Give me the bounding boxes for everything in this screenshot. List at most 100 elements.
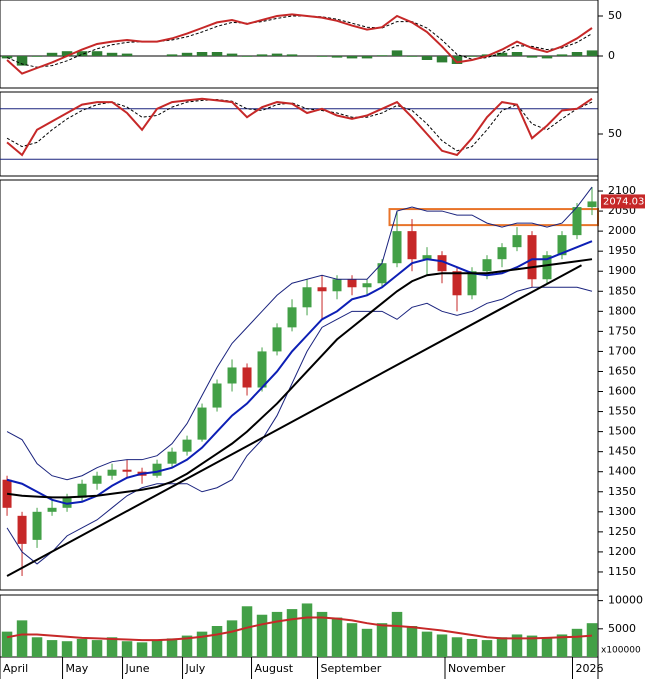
histogram-bar [196, 52, 208, 56]
candle-body [32, 511, 42, 540]
y-tick-label: 1850 [608, 284, 636, 297]
volume-bar [391, 611, 403, 657]
candle-body [527, 235, 537, 280]
histogram-bar [436, 56, 448, 63]
candle-body [512, 235, 522, 248]
candle-body [422, 255, 432, 260]
y-tick-label: 1650 [608, 364, 636, 377]
candle-body [362, 283, 372, 288]
volume-bar [46, 640, 58, 657]
indicator-line [6, 286, 593, 565]
indicator-line [6, 186, 593, 481]
candle-body [497, 247, 507, 260]
histogram-bar [241, 56, 253, 57]
histogram-bar [316, 56, 328, 57]
last-price-label: 2074.03 [603, 196, 644, 207]
volume-bar [256, 614, 268, 657]
histogram-bar [346, 56, 358, 59]
y-tick-label: 1800 [608, 304, 636, 317]
y-tick-label: 1500 [608, 425, 636, 438]
y-tick-label: 1200 [608, 545, 636, 558]
x-tick-label: April [3, 662, 28, 675]
volume-bar [151, 640, 163, 657]
y-tick-label: 1250 [608, 525, 636, 538]
histogram-bar [526, 56, 538, 58]
volume-bar [451, 637, 463, 657]
volume-bar [301, 603, 313, 657]
histogram-bar [76, 51, 88, 56]
volume-bar [76, 638, 88, 657]
y-tick-label: 1550 [608, 405, 636, 418]
x-tick-label: November [448, 662, 506, 675]
histogram-bar [286, 54, 298, 56]
histogram-bar [421, 56, 433, 60]
volume-bar [196, 631, 208, 657]
y-tick-label: 5000 [608, 622, 636, 635]
candle-body [122, 469, 132, 472]
volume-bar [541, 637, 553, 657]
x-tick-label: August [255, 662, 294, 675]
histogram-bar [466, 56, 478, 57]
histogram-bar [16, 56, 28, 66]
candle-body [587, 201, 597, 208]
x-tick-label: June [125, 662, 150, 675]
histogram-bar [541, 56, 553, 59]
volume-bar [496, 637, 508, 657]
histogram-bar [1, 56, 13, 59]
candle-body [572, 207, 582, 236]
y-tick-label: 2000 [608, 224, 636, 237]
y-tick-label: 50 [608, 9, 622, 22]
histogram-bar [211, 52, 223, 56]
histogram-bar [181, 52, 193, 56]
candle-body [467, 271, 477, 296]
y-tick-label: 2100 [608, 184, 636, 197]
y-tick-label: 1950 [608, 244, 636, 257]
candle-body [557, 235, 567, 256]
candle-body [47, 507, 57, 512]
y-tick-label: 1750 [608, 324, 636, 337]
x-tick-label: July [185, 662, 206, 675]
candle-body [482, 259, 492, 272]
histogram-bar [226, 53, 238, 56]
histogram-bar [361, 56, 373, 59]
volume-bar [526, 635, 538, 657]
candle-body [452, 271, 462, 296]
volume-bar [316, 611, 328, 657]
volume-bar [406, 626, 418, 657]
volume-bar [586, 623, 598, 657]
y-tick-label: 1600 [608, 385, 636, 398]
candle-body [107, 469, 117, 476]
y-tick-label: 1450 [608, 445, 636, 458]
volume-bar [226, 620, 238, 657]
candle-body [287, 307, 297, 328]
candle-body [182, 439, 192, 452]
histogram-bar [391, 50, 403, 56]
volume-bar [241, 606, 253, 657]
candle-body [167, 451, 177, 464]
y-tick-label: 50 [608, 127, 622, 140]
y-tick-label: 1400 [608, 465, 636, 478]
volume-bar [61, 641, 73, 657]
histogram-bar [106, 52, 118, 56]
candle-body [542, 255, 552, 280]
histogram-bar [571, 52, 583, 56]
candle-body [92, 475, 102, 484]
histogram-bar [91, 51, 103, 56]
volume-bar [1, 631, 13, 657]
volume-bar [121, 641, 133, 657]
indicator-line [6, 616, 593, 642]
histogram-bar [166, 54, 178, 56]
candle-body [77, 483, 87, 498]
volume-bar [481, 640, 493, 657]
volume-bar [436, 634, 448, 657]
histogram-bar [256, 54, 268, 56]
candle-body [272, 327, 282, 352]
y-tick-label: 1350 [608, 485, 636, 498]
y-tick-label: 10000 [608, 594, 643, 607]
candle-body [302, 287, 312, 308]
resistance-zone [388, 208, 599, 227]
volume-bar [571, 628, 583, 657]
histogram-bar [46, 52, 58, 56]
histogram-bar [31, 56, 43, 57]
